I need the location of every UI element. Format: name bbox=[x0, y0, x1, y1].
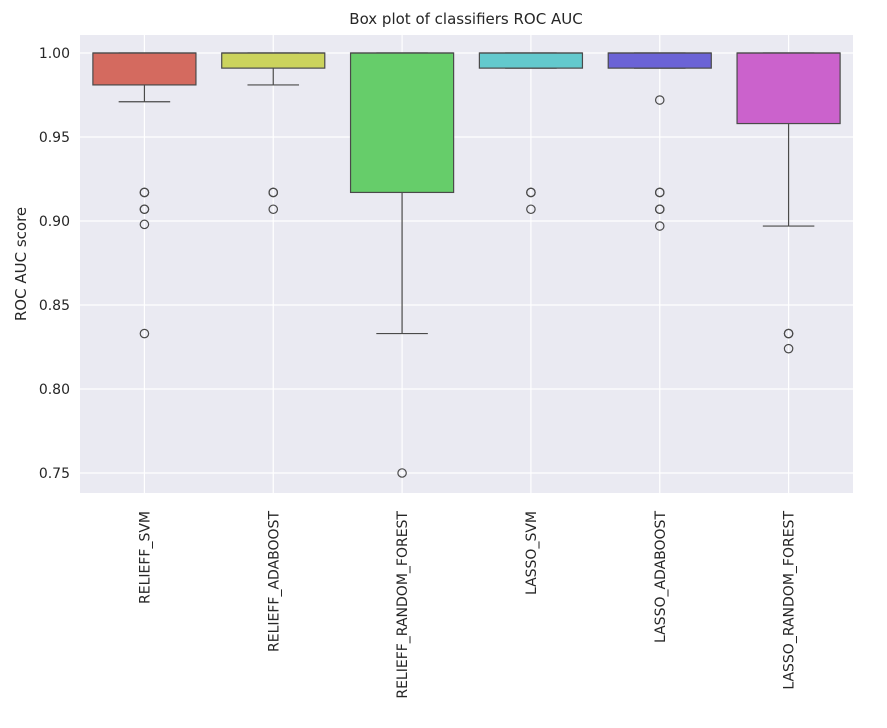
box-layer bbox=[92, 52, 841, 478]
outlier-point bbox=[783, 328, 794, 339]
y-tick-label: 0.85 bbox=[39, 298, 70, 314]
plot-area bbox=[80, 35, 853, 493]
y-tick-label: 0.80 bbox=[39, 382, 70, 398]
outlier-point bbox=[268, 187, 279, 198]
outlier-point bbox=[654, 204, 665, 215]
y-tick-label: 0.95 bbox=[39, 130, 70, 146]
box-group bbox=[607, 52, 712, 231]
y-axis-ticks: 0.75 0.80 0.85 0.90 0.95 1.00 bbox=[39, 46, 70, 482]
outlier-point bbox=[526, 187, 536, 198]
outlier-point bbox=[139, 187, 150, 198]
iqr-box bbox=[607, 52, 712, 69]
x-tick-label: LASSO_SVM bbox=[524, 511, 540, 595]
x-tick-label: LASSO_ADABOOST bbox=[653, 511, 669, 643]
iqr-box bbox=[221, 52, 326, 69]
outlier-point bbox=[139, 328, 150, 339]
outlier-point bbox=[783, 343, 794, 354]
outlier-point bbox=[654, 221, 665, 231]
outlier-point bbox=[139, 204, 150, 215]
x-axis-ticks: RELIEFF_SVM RELIEFF_ADABOOST RELIEFF_RANDO… bbox=[137, 511, 797, 699]
y-tick-label: 1.00 bbox=[39, 46, 70, 62]
chart-title: Box plot of classifiers ROC AUC bbox=[349, 10, 582, 28]
outlier-point bbox=[139, 219, 150, 230]
outlier-point bbox=[526, 204, 536, 215]
iqr-box bbox=[478, 52, 584, 69]
outlier-point bbox=[654, 95, 665, 105]
outlier-point bbox=[654, 187, 665, 198]
x-tick-label: RELIEFF_RANDOM_FOREST bbox=[395, 511, 411, 699]
box-group bbox=[478, 52, 584, 215]
outlier-point bbox=[268, 204, 279, 215]
y-tick-label: 0.90 bbox=[39, 214, 70, 230]
y-axis-label: ROC AUC score bbox=[12, 207, 30, 321]
x-tick-label: RELIEFF_SVM bbox=[137, 511, 153, 604]
iqr-box bbox=[92, 52, 197, 86]
x-tick-label: RELIEFF_ADABOOST bbox=[266, 511, 282, 652]
x-tick-label: LASSO_RANDOM_FOREST bbox=[782, 511, 798, 690]
box-group bbox=[736, 52, 841, 354]
box-group bbox=[221, 52, 326, 215]
box-group bbox=[349, 52, 455, 478]
iqr-box bbox=[736, 52, 841, 125]
box-group bbox=[92, 52, 197, 339]
y-tick-label: 0.75 bbox=[39, 466, 70, 482]
outlier-point bbox=[397, 468, 407, 478]
iqr-box bbox=[349, 52, 455, 194]
